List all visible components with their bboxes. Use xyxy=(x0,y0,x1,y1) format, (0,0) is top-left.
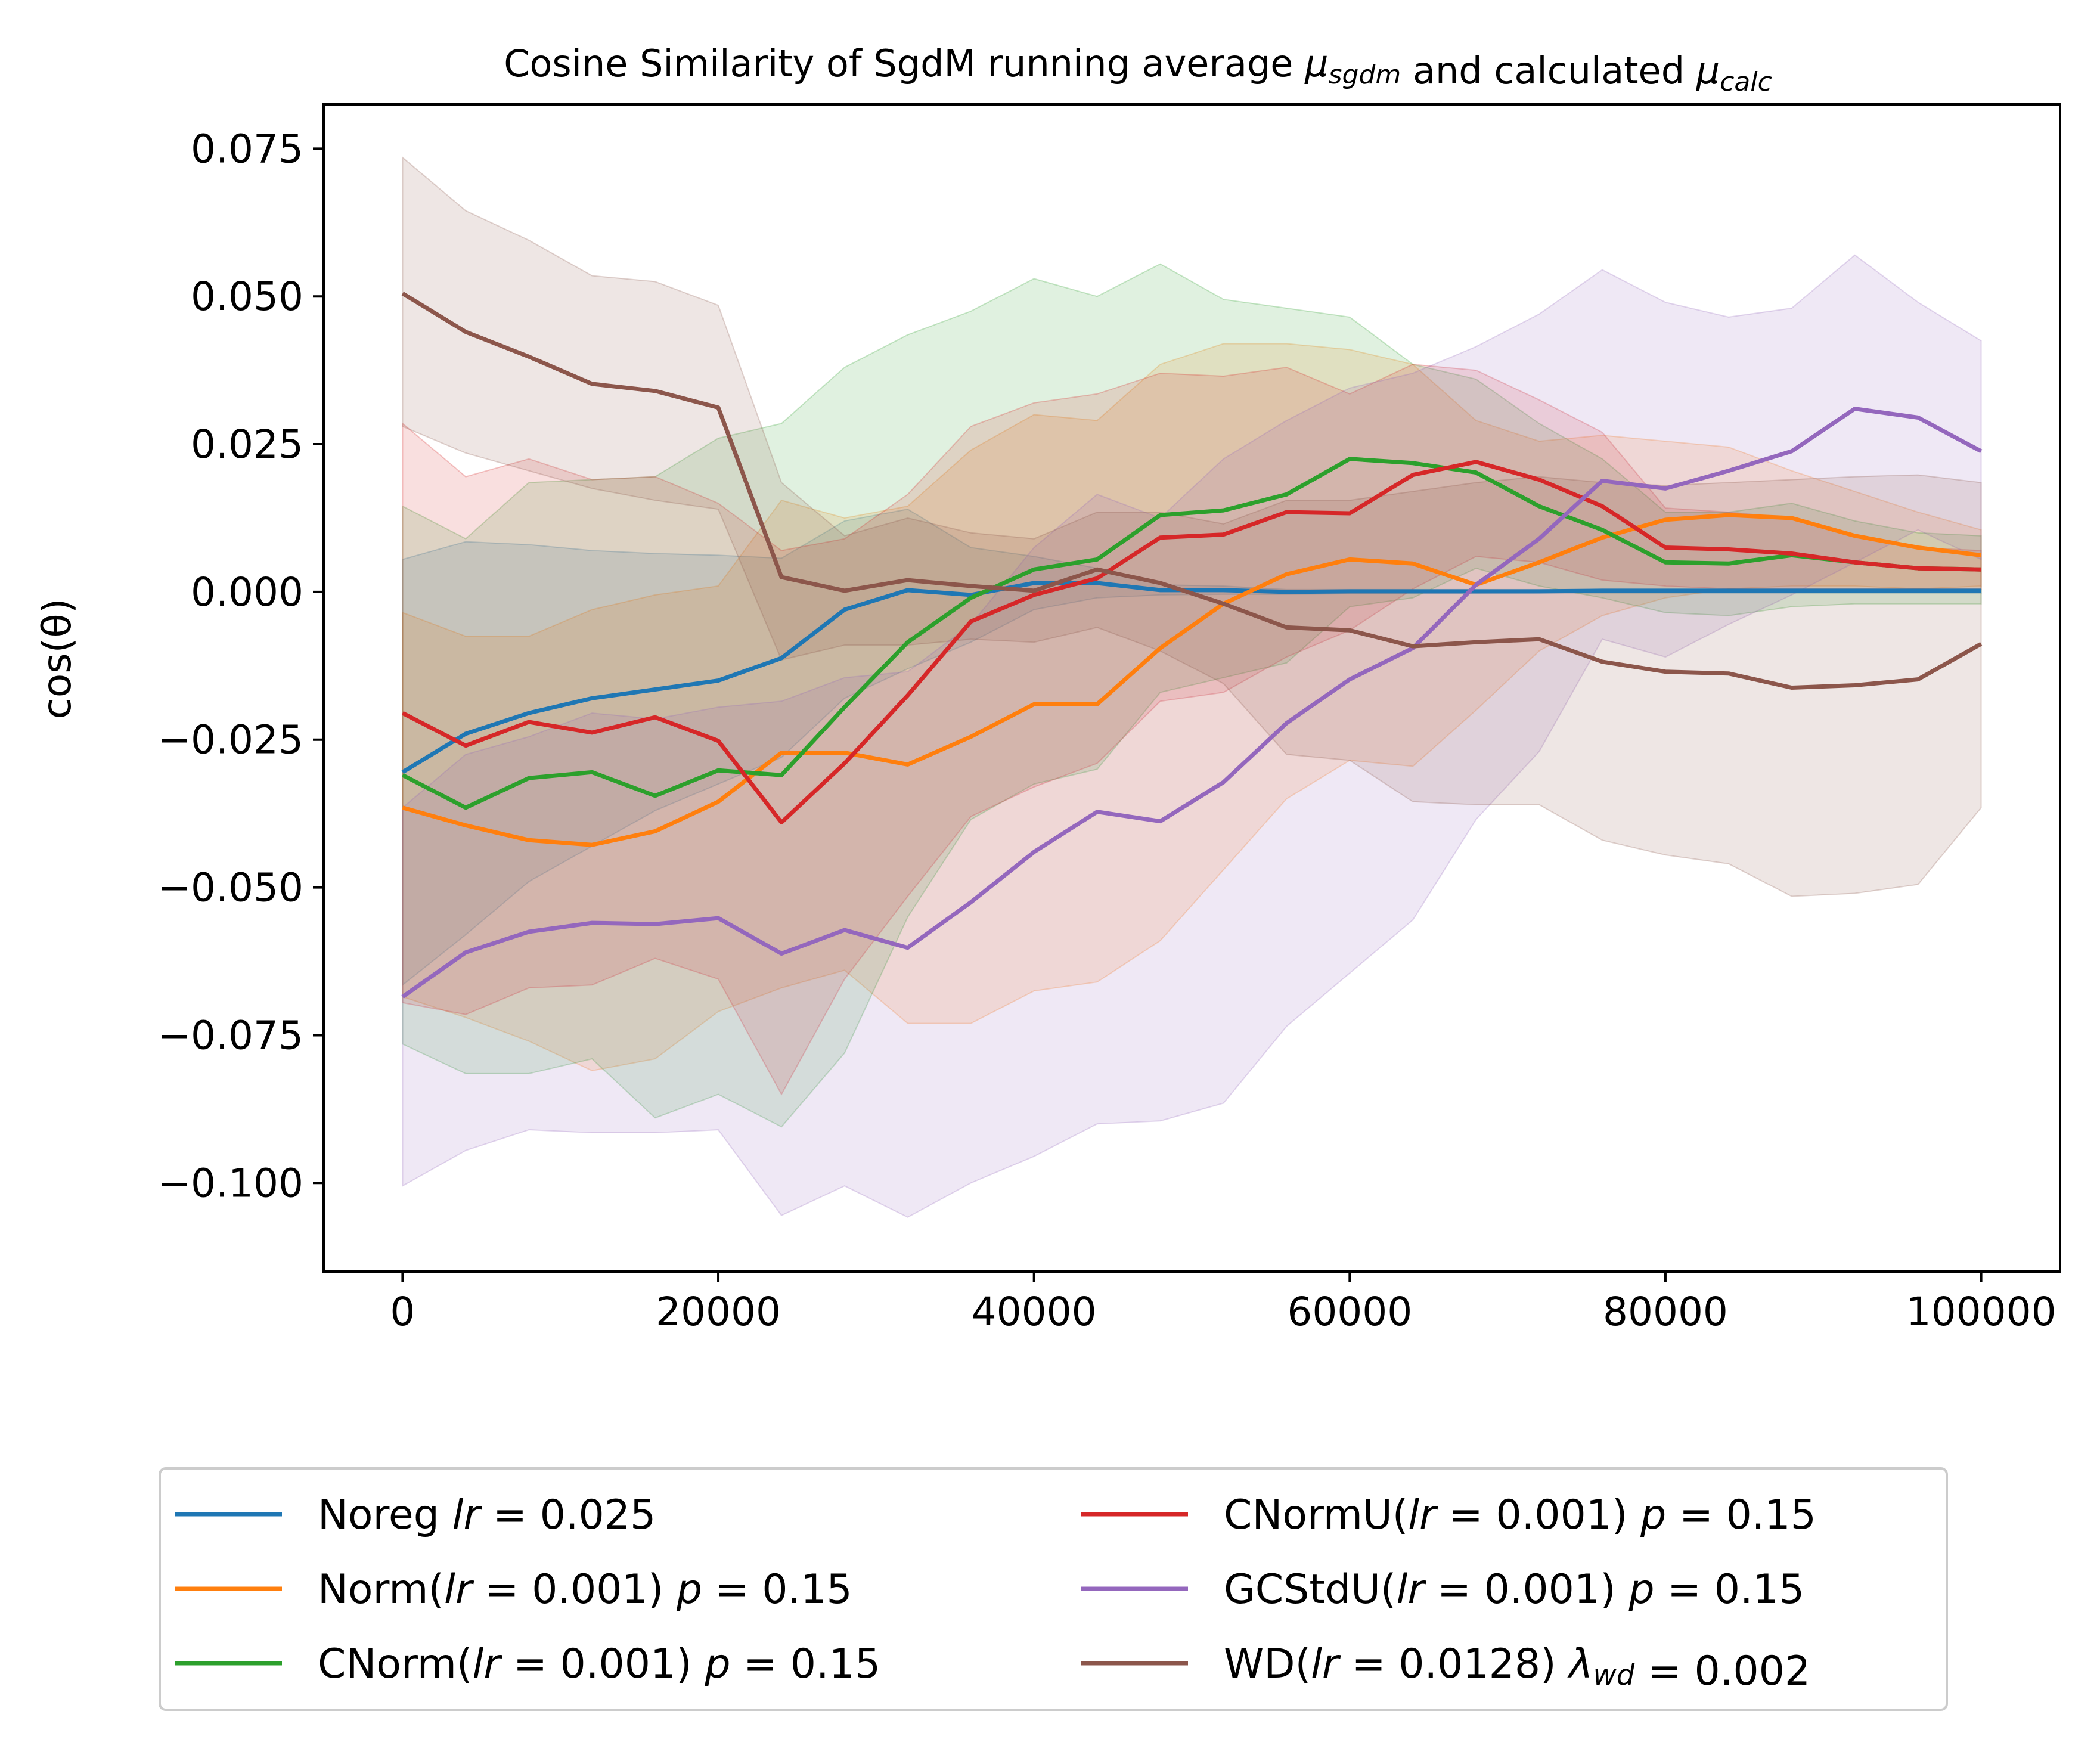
legend-label: Norm(lr = 0.001) p = 0.15 xyxy=(318,1566,852,1613)
series-6-line xyxy=(401,292,1983,690)
y-tick-label: −0.100 xyxy=(158,1160,303,1206)
series-5-line xyxy=(401,407,1983,999)
axis-ticks: 0 20000 40000 60000 80000 100000 0.075 0.050 0.0… xyxy=(158,126,2056,1335)
legend-label: Noreg lr = 0.025 xyxy=(318,1492,656,1539)
y-axis-label: cos(θ) xyxy=(34,599,80,720)
series-1-line xyxy=(401,581,1981,774)
series-1-band xyxy=(402,509,1982,987)
series-3-band xyxy=(402,263,1982,1128)
legend-label: CNormU(lr = 0.001) p = 0.15 xyxy=(1224,1492,1816,1539)
legend: Noreg lr = 0.025 Norm(lr = 0.001) p = 0.1… xyxy=(159,1467,1948,1711)
x-tick-label: 100000 xyxy=(1906,1289,2056,1335)
series-6-band xyxy=(402,156,1982,897)
x-tick-label: 80000 xyxy=(1603,1289,1728,1335)
x-tick-label: 40000 xyxy=(972,1289,1097,1335)
y-tick-label: −0.075 xyxy=(158,1012,303,1058)
series-2-line xyxy=(402,513,1982,847)
legend-label: GCStdU(lr = 0.001) p = 0.15 xyxy=(1224,1566,1804,1613)
legend-label: WD(lr = 0.0128) λwd = 0.002 xyxy=(1224,1641,1810,1695)
series-3-line xyxy=(401,457,1981,810)
y-tick-label: −0.050 xyxy=(158,865,303,911)
y-tick-label: 0.050 xyxy=(191,274,303,320)
x-tick-label: 0 xyxy=(390,1289,415,1335)
series-4-line xyxy=(401,460,1981,824)
y-tick-label: −0.025 xyxy=(158,717,303,763)
y-tick-label: 0.025 xyxy=(191,421,303,467)
legend-frame xyxy=(159,1467,1948,1711)
x-tick-label: 20000 xyxy=(656,1289,781,1335)
x-tick-label: 60000 xyxy=(1287,1289,1412,1335)
y-tick-label: 0.075 xyxy=(191,126,303,172)
y-tick-label: 0.000 xyxy=(191,569,303,615)
plot-area-frame xyxy=(322,103,2061,1273)
chart-title: Cosine Similarity of SgdM running averag… xyxy=(504,42,1772,97)
legend-label: CNorm(lr = 0.001) p = 0.15 xyxy=(318,1641,880,1688)
series-lines xyxy=(401,292,1983,999)
